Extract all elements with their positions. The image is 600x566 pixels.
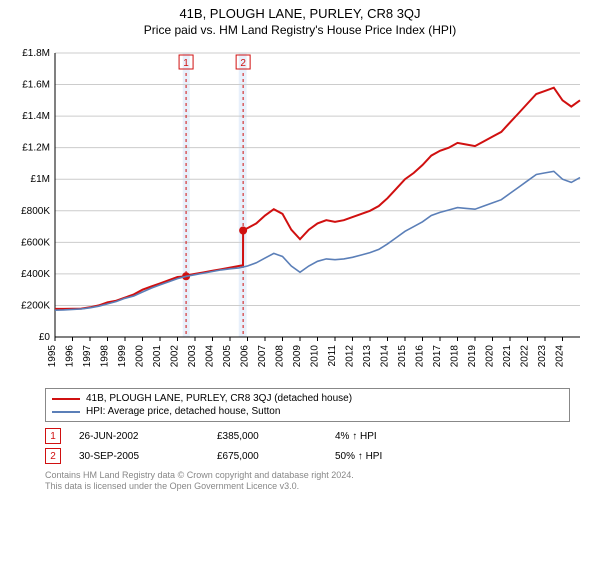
legend-swatch-property: [52, 398, 80, 400]
svg-text:£1M: £1M: [31, 174, 50, 185]
svg-text:2008: 2008: [275, 345, 286, 368]
annotation-marker-1: 1: [45, 428, 61, 444]
svg-text:2003: 2003: [187, 345, 198, 368]
svg-text:2007: 2007: [257, 345, 268, 368]
chart-svg: £0 £200K £400K £600K £800K £1M £1.2M £1.4M £1.6M…: [10, 45, 590, 377]
legend-label-hpi: HPI: Average price, detached house, Sutt…: [86, 406, 280, 417]
svg-text:2000: 2000: [135, 345, 146, 368]
svg-text:£1.6M: £1.6M: [22, 80, 50, 91]
legend-row-hpi: HPI: Average price, detached house, Sutt…: [52, 405, 563, 418]
chart-container: 41B, PLOUGH LANE, PURLEY, CR8 3QJ Price …: [0, 6, 600, 566]
svg-text:2023: 2023: [537, 345, 548, 368]
svg-text:2022: 2022: [520, 345, 531, 368]
svg-text:1998: 1998: [100, 345, 111, 368]
svg-text:2012: 2012: [345, 345, 356, 368]
annotation-price-1: £385,000: [217, 431, 317, 442]
svg-text:£600K: £600K: [21, 237, 50, 248]
chart-title: 41B, PLOUGH LANE, PURLEY, CR8 3QJ: [0, 6, 600, 21]
svg-text:2010: 2010: [310, 345, 321, 368]
svg-text:2005: 2005: [222, 345, 233, 368]
svg-text:2004: 2004: [205, 345, 216, 368]
svg-text:£1.8M: £1.8M: [22, 48, 50, 59]
footer-line2: This data is licensed under the Open Gov…: [45, 481, 570, 491]
svg-text:2017: 2017: [432, 345, 443, 368]
svg-text:2006: 2006: [240, 345, 251, 368]
annotation-row-2: 2 30-SEP-2005 £675,000 50% ↑ HPI: [45, 446, 570, 466]
chart-subtitle: Price paid vs. HM Land Registry's House …: [0, 23, 600, 37]
svg-text:2015: 2015: [397, 345, 408, 368]
svg-text:1995: 1995: [47, 345, 58, 368]
svg-text:£800K: £800K: [21, 206, 50, 217]
svg-text:2011: 2011: [327, 345, 338, 367]
svg-text:2021: 2021: [502, 345, 513, 368]
footer-line1: Contains HM Land Registry data © Crown c…: [45, 470, 570, 480]
svg-text:1997: 1997: [82, 345, 93, 368]
svg-text:2002: 2002: [170, 345, 181, 368]
svg-text:2: 2: [240, 58, 246, 69]
svg-text:2013: 2013: [362, 345, 373, 368]
chart-area: £0 £200K £400K £600K £800K £1M £1.2M £1.4M £1.6M…: [10, 45, 590, 382]
svg-text:2019: 2019: [467, 345, 478, 368]
svg-text:1999: 1999: [117, 345, 128, 368]
footer: Contains HM Land Registry data © Crown c…: [45, 470, 570, 491]
legend-box: 41B, PLOUGH LANE, PURLEY, CR8 3QJ (detac…: [45, 388, 570, 422]
svg-text:2016: 2016: [415, 345, 426, 368]
legend-row-property: 41B, PLOUGH LANE, PURLEY, CR8 3QJ (detac…: [52, 392, 563, 405]
legend-swatch-hpi: [52, 411, 80, 413]
svg-text:2001: 2001: [152, 345, 163, 368]
svg-text:£0: £0: [39, 332, 51, 343]
svg-text:2009: 2009: [292, 345, 303, 368]
annotation-pct-2: 50% ↑ HPI: [335, 451, 435, 462]
annotation-table: 1 26-JUN-2002 £385,000 4% ↑ HPI 2 30-SEP…: [45, 426, 570, 466]
svg-text:2018: 2018: [450, 345, 461, 368]
annotation-pct-1: 4% ↑ HPI: [335, 431, 435, 442]
annotation-date-1: 26-JUN-2002: [79, 431, 199, 442]
svg-text:1: 1: [183, 58, 189, 69]
svg-text:£400K: £400K: [21, 269, 50, 280]
svg-text:1996: 1996: [65, 345, 76, 368]
annotation-marker-2: 2: [45, 448, 61, 464]
legend-label-property: 41B, PLOUGH LANE, PURLEY, CR8 3QJ (detac…: [86, 393, 352, 404]
svg-text:2020: 2020: [485, 345, 496, 368]
svg-text:2014: 2014: [380, 345, 391, 368]
annotation-row-1: 1 26-JUN-2002 £385,000 4% ↑ HPI: [45, 426, 570, 446]
svg-text:£1.4M: £1.4M: [22, 111, 50, 122]
annotation-price-2: £675,000: [217, 451, 317, 462]
annotation-date-2: 30-SEP-2005: [79, 451, 199, 462]
svg-text:£200K: £200K: [21, 300, 50, 311]
svg-text:2024: 2024: [555, 345, 566, 368]
svg-text:£1.2M: £1.2M: [22, 143, 50, 154]
